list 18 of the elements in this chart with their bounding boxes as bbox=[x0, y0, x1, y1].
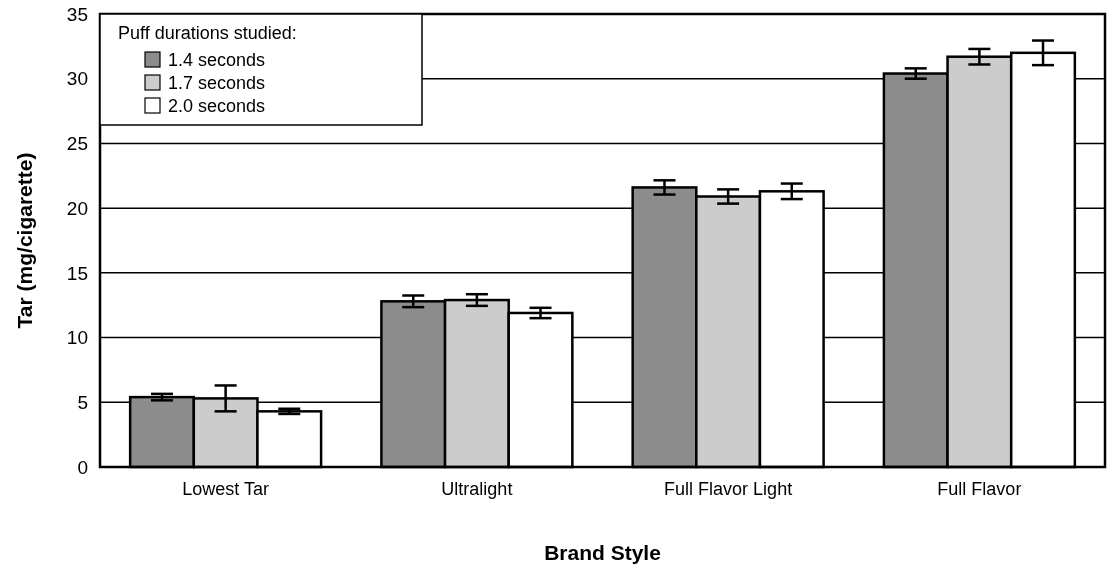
y-tick-label: 25 bbox=[66, 133, 88, 155]
legend-label: 2.0 seconds bbox=[168, 96, 266, 116]
legend-label: 1.4 seconds bbox=[168, 50, 266, 70]
legend-label: 1.7 seconds bbox=[168, 73, 266, 93]
x-tick-label: Full Flavor Light bbox=[664, 479, 793, 499]
y-tick-label: 15 bbox=[66, 262, 88, 284]
y-tick-label: 10 bbox=[66, 327, 88, 349]
x-tick-label: Ultralight bbox=[441, 479, 513, 499]
y-tick-label: 30 bbox=[66, 68, 88, 90]
y-axis-title: Tar (mg/cigarette) bbox=[13, 152, 36, 329]
y-tick-label: 20 bbox=[66, 197, 88, 219]
x-tick-label: Lowest Tar bbox=[182, 479, 269, 499]
x-axis-title: Brand Style bbox=[544, 541, 661, 564]
legend-title: Puff durations studied: bbox=[118, 23, 297, 43]
y-tick-label: 35 bbox=[66, 3, 88, 25]
y-tick-label: 5 bbox=[77, 391, 88, 413]
y-tick-label: 0 bbox=[77, 456, 88, 478]
x-tick-label: Full Flavor bbox=[937, 479, 1022, 499]
